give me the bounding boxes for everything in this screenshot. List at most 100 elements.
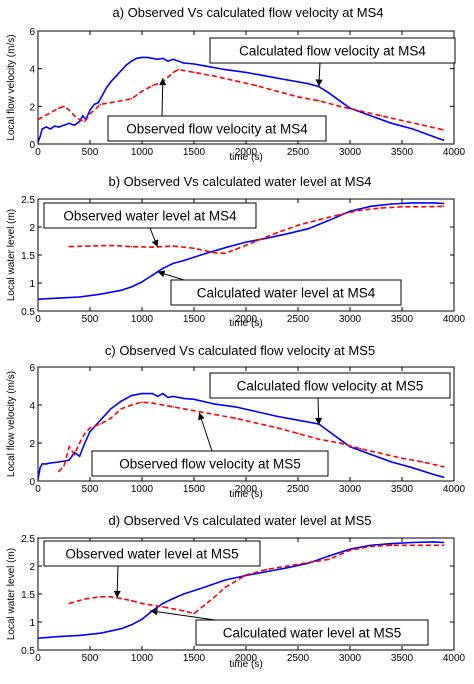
data-point xyxy=(110,101,112,104)
data-point xyxy=(110,408,112,410)
data-point xyxy=(58,461,60,463)
data-point xyxy=(162,606,164,608)
data-point xyxy=(172,597,174,600)
chart-title: c) Observed Vs calculated flow velocity … xyxy=(105,343,375,358)
data-point xyxy=(162,392,164,395)
data-point xyxy=(167,60,169,62)
data-point xyxy=(338,99,341,102)
data-point xyxy=(120,627,122,630)
annotation-label: Observed water level at MS5 xyxy=(65,547,238,562)
data-point xyxy=(297,96,299,98)
annotation-label: Calculated water level at MS4 xyxy=(197,286,376,301)
series-line-observed xyxy=(69,205,444,255)
data-point xyxy=(167,396,169,399)
x-tick-label: 3000 xyxy=(339,314,362,325)
data-point xyxy=(151,402,154,404)
y-tick-label: 2 xyxy=(29,562,35,573)
y-tick-label: 2 xyxy=(29,223,35,234)
data-point xyxy=(390,203,393,205)
data-point xyxy=(99,632,102,634)
y-axis-label: Local water level (m) xyxy=(6,548,17,640)
data-point xyxy=(255,410,258,413)
data-point xyxy=(245,241,247,243)
data-point xyxy=(224,586,226,589)
data-point xyxy=(172,262,174,265)
data-point xyxy=(141,392,143,395)
data-point xyxy=(120,597,122,600)
series-line-calculated xyxy=(38,56,444,143)
y-tick-label: 1 xyxy=(29,618,35,629)
data-point xyxy=(234,417,237,420)
data-point xyxy=(349,107,351,110)
data-point xyxy=(68,122,70,125)
data-point xyxy=(38,118,39,121)
x-tick-label: 2500 xyxy=(287,653,310,664)
data-point xyxy=(84,432,86,435)
data-point xyxy=(89,109,91,111)
data-point xyxy=(110,417,112,420)
x-tick-label: 3500 xyxy=(391,484,414,495)
y-tick-label: 0.5 xyxy=(21,307,35,318)
data-point xyxy=(99,423,102,425)
x-axis-label: time (s) xyxy=(229,152,262,163)
data-point xyxy=(203,586,206,589)
data-point xyxy=(89,245,91,247)
data-point xyxy=(38,298,39,301)
x-tick-label: 0 xyxy=(35,653,41,664)
annotation-arrowhead xyxy=(315,79,323,87)
data-point xyxy=(78,296,81,298)
x-tick-label: 0 xyxy=(35,314,41,325)
data-point xyxy=(286,565,289,567)
y-tick-label: 1.5 xyxy=(21,251,35,262)
data-point xyxy=(318,99,320,102)
data-point xyxy=(120,408,122,410)
y-tick-label: 0 xyxy=(29,477,35,488)
data-point xyxy=(151,392,154,395)
data-point xyxy=(89,113,91,115)
x-tick-label: 1500 xyxy=(183,653,206,664)
data-point xyxy=(338,105,341,108)
annotation-arrowhead xyxy=(198,412,205,421)
y-tick-label: 2.5 xyxy=(21,534,35,545)
data-point xyxy=(45,126,48,128)
data-point xyxy=(130,394,133,397)
data-point xyxy=(193,63,195,65)
x-tick-label: 2500 xyxy=(287,147,310,158)
annotation-box xyxy=(209,372,451,399)
data-point xyxy=(182,397,185,400)
annotation-label: Calculated flow velocity at MS5 xyxy=(237,379,424,394)
x-tick-label: 2500 xyxy=(287,484,310,495)
annotation-box xyxy=(195,619,429,646)
data-point xyxy=(172,71,174,74)
data-point xyxy=(172,395,174,398)
data-point xyxy=(162,602,164,605)
chart-title: b) Observed Vs calculated water level at… xyxy=(108,174,371,189)
data-point xyxy=(110,81,112,83)
data-point xyxy=(99,596,102,598)
data-point xyxy=(266,75,268,77)
data-point xyxy=(307,561,310,564)
data-point xyxy=(81,114,84,117)
data-point xyxy=(162,57,164,60)
x-tick-label: 4000 xyxy=(443,653,466,664)
data-point xyxy=(349,549,351,552)
data-point xyxy=(266,568,268,571)
data-point xyxy=(120,69,122,72)
data-point xyxy=(93,103,95,106)
y-tick-label: 6 xyxy=(29,27,35,38)
x-tick-label: 4000 xyxy=(443,314,466,325)
data-point xyxy=(370,453,372,456)
y-tick-label: 2 xyxy=(29,439,35,450)
data-point xyxy=(151,57,154,60)
x-axis-label: time (s) xyxy=(229,318,262,329)
y-tick-label: 4 xyxy=(29,401,35,412)
annotation-box xyxy=(209,37,456,64)
data-point xyxy=(120,400,122,403)
data-point xyxy=(182,62,185,64)
data-point xyxy=(130,404,133,406)
data-point xyxy=(38,478,39,480)
data-point xyxy=(432,473,435,476)
data-point xyxy=(45,463,48,465)
y-axis-label: Local water level (m) xyxy=(6,209,17,301)
x-tick-label: 1000 xyxy=(131,314,154,325)
